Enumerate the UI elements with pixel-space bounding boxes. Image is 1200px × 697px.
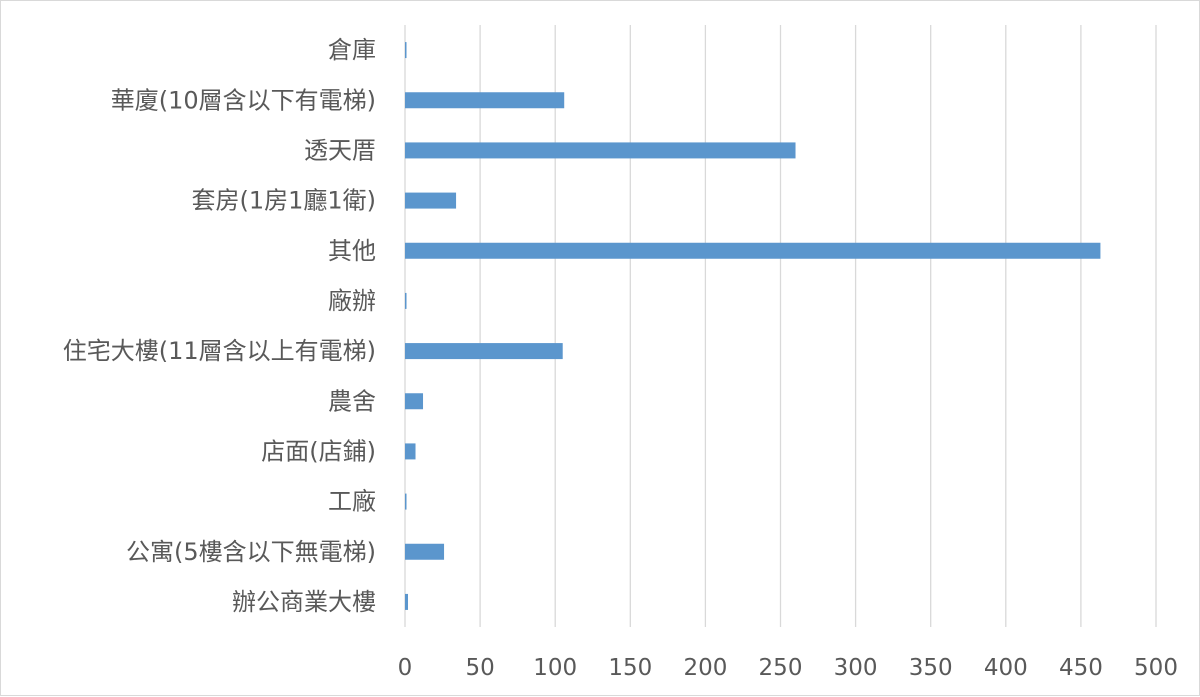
bars (405, 42, 1101, 610)
bar (405, 593, 409, 610)
category-label: 辦公商業大樓 (232, 588, 376, 616)
x-tick-label: 450 (1059, 655, 1103, 681)
bar (405, 393, 424, 410)
bar (405, 543, 445, 560)
x-tick-label: 350 (909, 655, 953, 681)
bar (405, 242, 1101, 259)
bar (405, 192, 457, 209)
gridlines (404, 25, 1157, 627)
x-tick-label: 100 (533, 655, 577, 681)
category-label: 公寓(5樓含以下無電梯) (126, 538, 376, 566)
category-label: 華廈(10層含以下有電梯) (111, 86, 376, 114)
bar (405, 443, 416, 460)
bar (405, 42, 407, 59)
bar (405, 292, 407, 309)
x-tick-label: 150 (608, 655, 652, 681)
x-axis-tick-labels: 0 50 100 150 200 250 300 350 400 450 500 (398, 655, 1178, 681)
category-label: 住宅大樓(11層含以上有電梯) (63, 337, 376, 365)
x-tick-label: 250 (759, 655, 803, 681)
bar (405, 493, 407, 510)
category-label: 店面(店鋪) (261, 437, 376, 465)
category-label: 其他 (328, 237, 376, 265)
category-label: 倉庫 (328, 36, 376, 64)
x-tick-label: 0 (398, 655, 413, 681)
x-tick-label: 500 (1134, 655, 1178, 681)
category-label: 工廠 (328, 488, 376, 516)
bar (405, 142, 796, 159)
x-tick-label: 200 (683, 655, 727, 681)
bar (405, 343, 563, 360)
x-tick-label: 300 (834, 655, 878, 681)
category-label: 透天厝 (304, 136, 376, 164)
category-label: 廠辦 (328, 287, 376, 315)
bar (405, 92, 565, 109)
x-tick-label: 50 (465, 655, 494, 681)
category-label: 農舍 (328, 387, 376, 415)
category-label: 套房(1房1廳1衛) (191, 187, 376, 215)
x-tick-label: 400 (984, 655, 1028, 681)
